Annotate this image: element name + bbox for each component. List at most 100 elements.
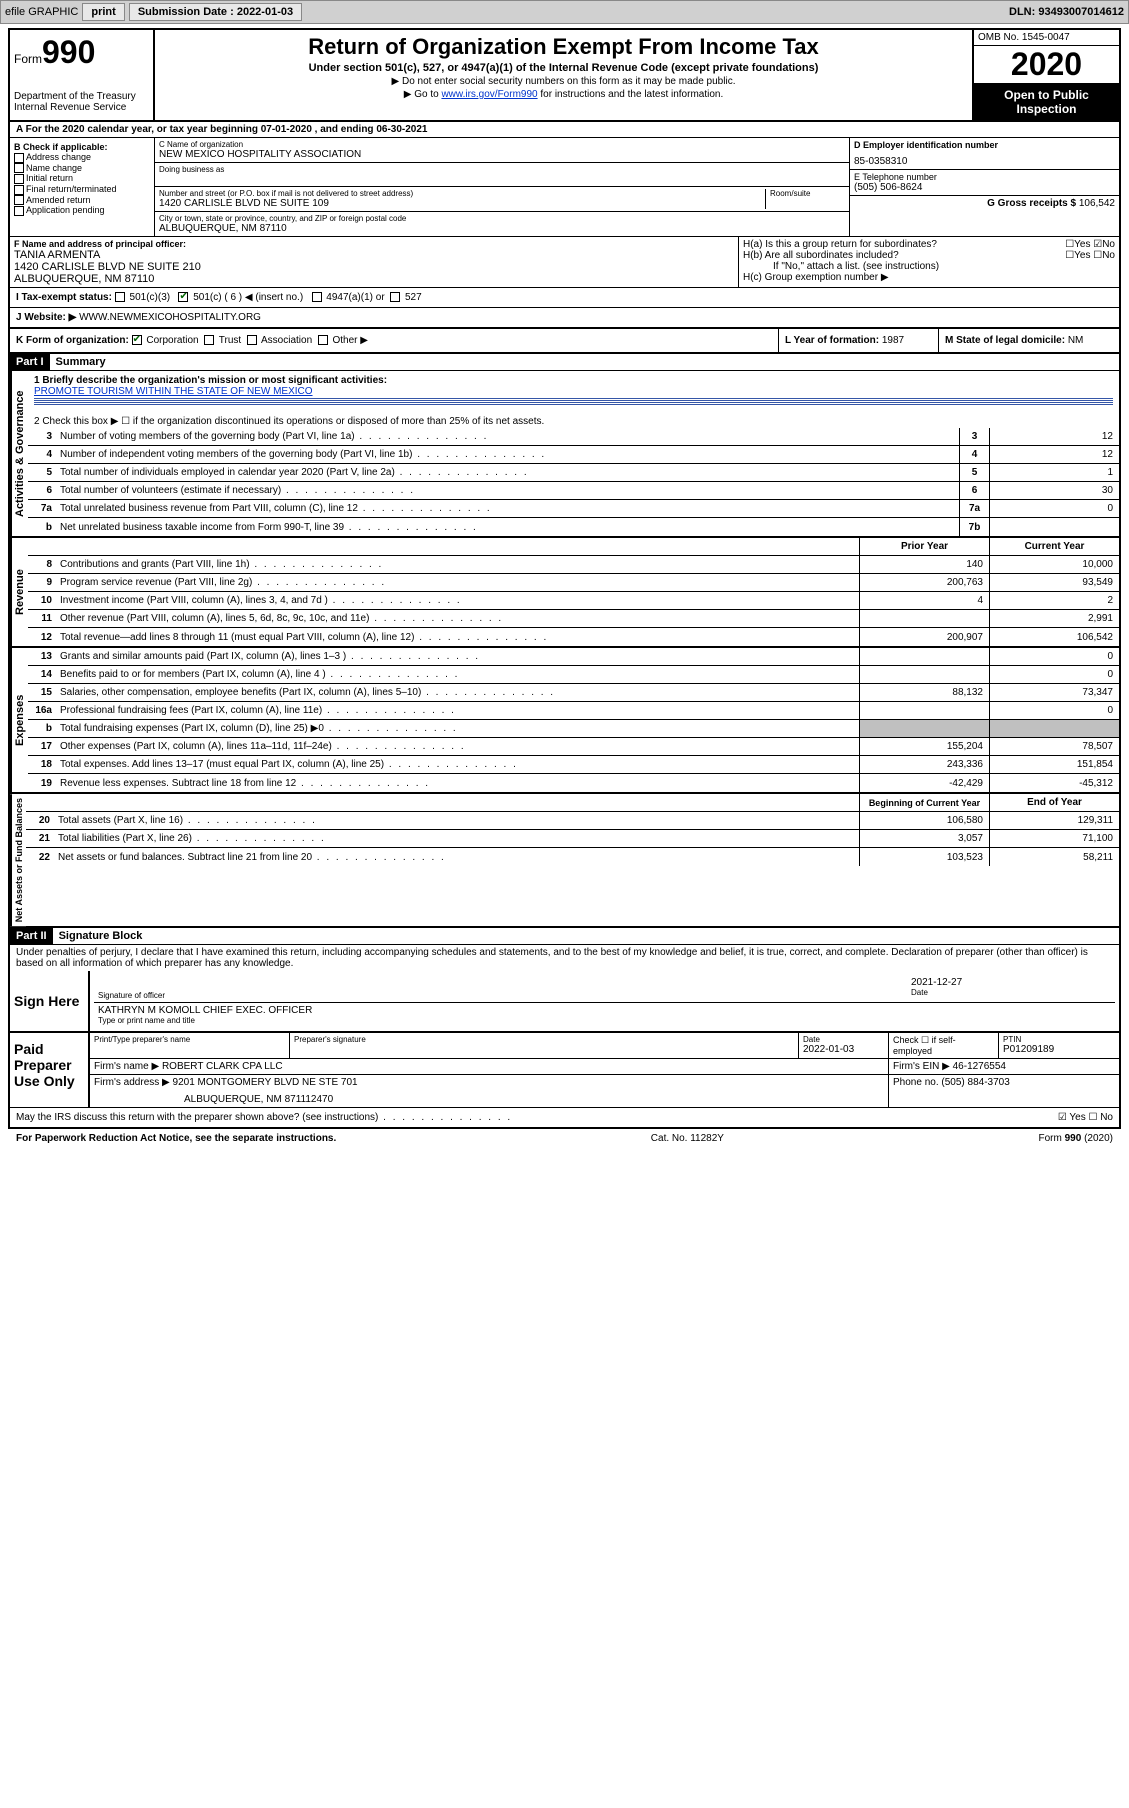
page-footer: For Paperwork Reduction Act Notice, see … [8,1129,1121,1148]
opt-527: 527 [405,292,422,303]
chk-initial-return[interactable]: Initial return [14,173,150,184]
row-desc: Professional fundraising fees (Part IX, … [56,703,859,718]
firm-name: ROBERT CLARK CPA LLC [162,1061,283,1072]
row-curr: 71,100 [989,830,1119,847]
table-row: 11 Other revenue (Part VIII, column (A),… [28,610,1119,628]
net-header-row: Beginning of Current Year End of Year [26,794,1119,812]
f-addr1: 1420 CARLISLE BLVD NE SUITE 210 [14,261,734,273]
chk-other[interactable] [318,335,328,345]
org-name: NEW MEXICO HOSPITALITY ASSOCIATION [159,149,845,160]
row-prior [859,666,989,683]
col-beg: Beginning of Current Year [859,794,989,811]
chk-501c[interactable] [178,292,188,302]
table-row: 17 Other expenses (Part IX, column (A), … [28,738,1119,756]
chk-address-change[interactable]: Address change [14,152,150,163]
row-f-h: F Name and address of principal officer:… [8,237,1121,288]
k-label: K Form of organization: [16,335,129,346]
chk-527[interactable] [390,292,400,302]
chk-app-pending[interactable]: Application pending [14,205,150,216]
chk-label: Address change [26,152,91,162]
chk-label: Initial return [26,173,73,183]
f-addr2: ALBUQUERQUE, NM 87110 [14,273,734,285]
prep-name-label: Print/Type preparer's name [90,1033,290,1058]
rev-header-row: Prior Year Current Year [28,538,1119,556]
row-desc: Total liabilities (Part X, line 26) [54,831,859,846]
row-desc: Other revenue (Part VIII, column (A), li… [56,611,859,626]
phone: (505) 506-8624 [854,182,1115,193]
row-curr: 93,549 [989,574,1119,591]
chk-501c3[interactable] [115,292,125,302]
row-curr: 10,000 [989,556,1119,573]
print-button[interactable]: print [82,3,124,21]
firm-addr-label: Firm's address ▶ [94,1077,170,1088]
ein-label: D Employer identification number [854,140,1115,150]
part2-badge: Part II [10,928,53,944]
box-g: G Gross receipts $ 106,542 [850,196,1119,211]
firm-addr2: ALBUQUERQUE, NM 871112470 [94,1094,884,1105]
row-desc: Total unrelated business revenue from Pa… [56,501,959,516]
opt-other: Other ▶ [332,335,367,346]
chk-name-change[interactable]: Name change [14,163,150,174]
row-desc: Total expenses. Add lines 13–17 (must eq… [56,757,859,772]
chk-final-return[interactable]: Final return/terminated [14,184,150,195]
chk-corp[interactable] [132,335,142,345]
gross-val: 106,542 [1079,198,1115,209]
form-label: Form [14,52,42,66]
row-val [989,518,1119,536]
sig-date-label: Date [911,988,1111,997]
prep-sig-label: Preparer's signature [290,1033,799,1058]
gov-body: 1 Briefly describe the organization's mi… [28,371,1119,536]
row-prior: 3,057 [859,830,989,847]
paid-prep-label: Paid Preparer Use Only [10,1033,90,1107]
row-curr: 0 [989,666,1119,683]
row-prior: 200,763 [859,574,989,591]
cat-no: Cat. No. 11282Y [651,1133,724,1144]
tax-year: 2020 [974,46,1119,84]
submission-date-button[interactable]: Submission Date : 2022-01-03 [129,3,302,21]
header-center: Return of Organization Exempt From Incom… [155,30,974,120]
firm-ein-label: Firm's EIN ▶ [893,1061,950,1072]
hb-note: If "No," attach a list. (see instruction… [743,261,1115,272]
chk-trust[interactable] [204,335,214,345]
exp-rows: 13 Grants and similar amounts paid (Part… [28,648,1119,792]
row-prior: 88,132 [859,684,989,701]
col-prior: Prior Year [859,538,989,555]
row-num: 8 [28,557,56,572]
table-row: 8 Contributions and grants (Part VIII, l… [28,556,1119,574]
row-box: 3 [959,428,989,445]
table-row: 15 Salaries, other compensation, employe… [28,684,1119,702]
ptin-label: PTIN [1003,1035,1115,1044]
chk-4947[interactable] [312,292,322,302]
row-box: 4 [959,446,989,463]
row-klm: K Form of organization: Corporation Trus… [8,329,1121,354]
table-row: 16a Professional fundraising fees (Part … [28,702,1119,720]
row-prior: 140 [859,556,989,573]
main-info-block: B Check if applicable: Address change Na… [8,138,1121,237]
row-prior: 200,907 [859,628,989,646]
row-prior: -42,429 [859,774,989,792]
row-desc: Number of voting members of the governin… [56,429,959,444]
row-i: I Tax-exempt status: 501(c)(3) 501(c) ( … [8,288,1121,308]
box-b-label: B Check if applicable: [14,142,150,152]
row-desc: Program service revenue (Part VIII, line… [56,575,859,590]
table-row: 10 Investment income (Part VIII, column … [28,592,1119,610]
box-f: F Name and address of principal officer:… [10,237,739,287]
row-val: 12 [989,446,1119,463]
row-val: 30 [989,482,1119,499]
irs-link[interactable]: www.irs.gov/Form990 [441,89,537,100]
hb-yesno: ☐Yes ☐No [1065,250,1115,261]
col-curr: Current Year [989,538,1119,555]
table-row: b Net unrelated business taxable income … [28,518,1119,536]
chk-assoc[interactable] [247,335,257,345]
opt-501c3: 501(c)(3) [130,292,171,303]
rev-rows: 8 Contributions and grants (Part VIII, l… [28,556,1119,646]
paid-prep-right: Print/Type preparer's name Preparer's si… [90,1033,1119,1107]
paperwork-notice: For Paperwork Reduction Act Notice, see … [16,1133,336,1144]
dba-row: Doing business as [155,163,849,187]
chk-amended[interactable]: Amended return [14,195,150,206]
row-prior: 4 [859,592,989,609]
header-left: Form990 Department of the Treasury Inter… [10,30,155,120]
row-box: 5 [959,464,989,481]
part1-title: Summary [50,354,112,370]
row-num: b [28,520,56,535]
